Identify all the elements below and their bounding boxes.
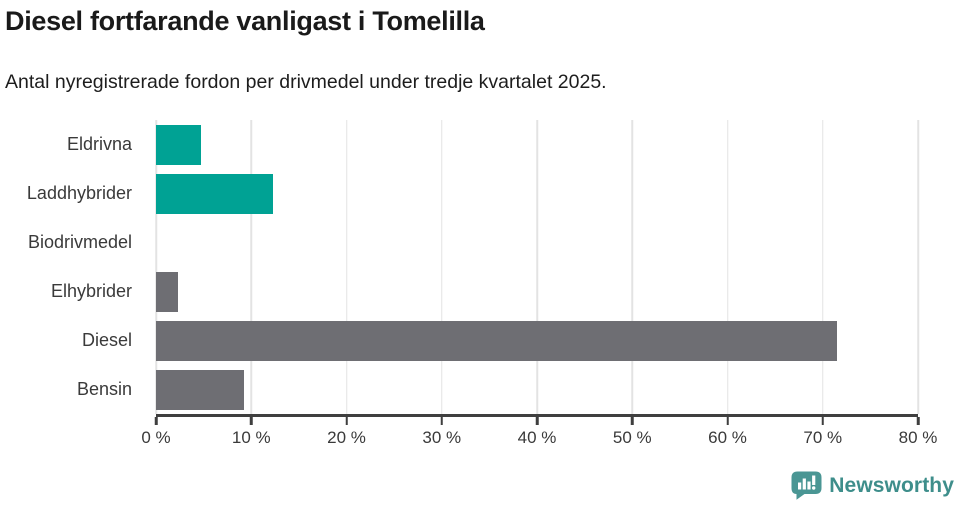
x-axis-tick-label: 50 %: [612, 428, 652, 447]
gridline: [441, 120, 443, 414]
bar-chart: Eldrivna Laddhybrider Biodrivmedel Elhybrid…: [0, 120, 960, 452]
gridline: [536, 120, 538, 414]
bar-track: [156, 271, 918, 312]
x-axis-tick-label: 70 %: [803, 428, 843, 447]
category-label: Eldrivna: [66, 134, 132, 154]
bar-track: [156, 369, 918, 410]
category-label: Diesel: [81, 330, 132, 350]
x-axis-tick-mark: [345, 417, 348, 425]
gridlines: [155, 120, 919, 414]
x-axis-tick-label: 10 %: [231, 428, 271, 447]
plot-area: Eldrivna Laddhybrider Biodrivmedel Elhybrid…: [0, 120, 960, 414]
bar-diesel: [156, 320, 838, 361]
gridline: [822, 120, 824, 414]
gridline: [726, 120, 729, 414]
category-label: Bensin: [76, 379, 132, 399]
bar-laddhybrider: [156, 173, 274, 214]
bar-eldrivna: [156, 124, 201, 165]
chart-row: Diesel: [0, 316, 960, 365]
bar-track: [156, 124, 918, 165]
bar-track: [156, 223, 918, 263]
bar-track: [156, 320, 918, 361]
x-axis-tick-mark: [821, 417, 824, 425]
category-label: Biodrivmedel: [27, 232, 132, 252]
chart-row: Biodrivmedel: [0, 218, 960, 267]
category-label: Laddhybrider: [26, 183, 132, 203]
x-axis-line: [154, 414, 920, 425]
x-axis-tick-mark: [535, 417, 539, 425]
gridline: [155, 120, 157, 414]
x-axis-tick-label: 40 %: [517, 428, 557, 447]
bar-rows: Eldrivna Laddhybrider Biodrivmedel Elhybrid…: [0, 120, 960, 414]
chart-row: Elhybrider: [0, 267, 960, 316]
x-axis-tick-label: 0 %: [141, 428, 171, 447]
x-axis-tick-mark: [250, 417, 253, 425]
newsworthy-brand-label: Newsworthy: [829, 473, 954, 497]
newsworthy-brand-link[interactable]: Newsworthy: [791, 471, 954, 500]
chart-row: Eldrivna: [0, 120, 960, 169]
x-axis-tick-mark: [726, 417, 729, 425]
bar-elhybrider: [156, 271, 178, 312]
x-axis-tick-label: 20 %: [327, 428, 366, 447]
gridline: [631, 120, 633, 414]
x-axis-tick-mark: [916, 417, 920, 425]
gridline: [345, 120, 348, 414]
x-axis-tick-labels: 0 % 10 % 20 % 30 % 40 % 50 % 60 % 70 % 80 %: [141, 428, 937, 452]
x-axis-tick-label: 80 %: [898, 428, 938, 447]
x-axis-tick-label: 60 %: [708, 428, 747, 447]
chart-row: Laddhybrider: [0, 169, 960, 218]
chart-subtitle: Antal nyregistrerade fordon per drivmede…: [5, 71, 607, 93]
newsworthy-bar-chart-bubble-icon: [791, 471, 822, 500]
x-axis-tick-label: 30 %: [422, 428, 462, 447]
chart-header: Diesel fortfarande vanligast i Tomelilla…: [0, 0, 960, 94]
x-axis-tick-mark: [154, 417, 158, 425]
gridline: [917, 120, 919, 414]
bar-track: [156, 173, 918, 214]
chart-title: Diesel fortfarande vanligast i Tomelilla: [5, 6, 485, 36]
x-axis-tick-mark: [440, 417, 443, 425]
category-label: Elhybrider: [50, 281, 132, 301]
bar-bensin: [156, 369, 244, 410]
x-axis-tick-mark: [631, 417, 634, 425]
chart-row: Bensin: [0, 365, 960, 414]
gridline: [250, 120, 252, 414]
